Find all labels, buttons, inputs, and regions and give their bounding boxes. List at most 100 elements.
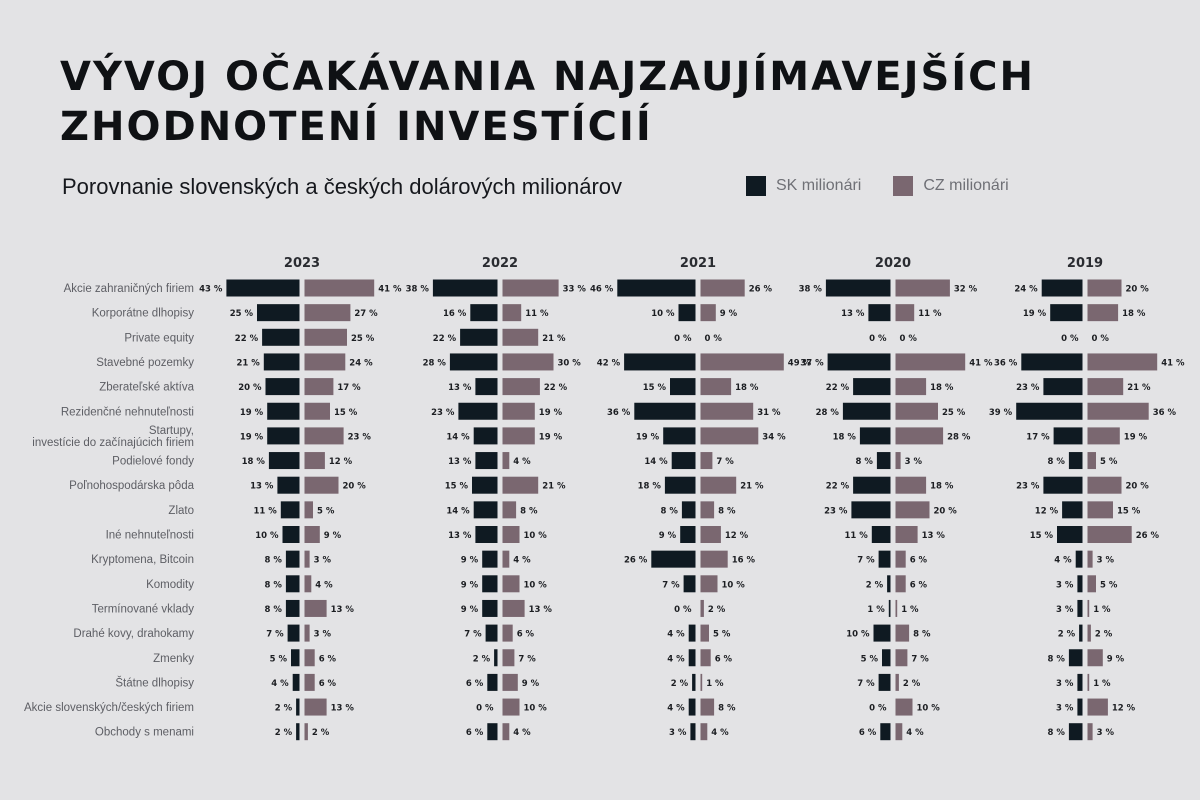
value-label-sk: 8 % <box>1048 654 1066 664</box>
legend-label-sk: SK milionári <box>776 177 862 194</box>
bar-cz-2022 <box>502 673 518 691</box>
bar-sk-2021 <box>634 402 696 420</box>
value-label-sk: 0 % <box>674 605 692 615</box>
bar-cz-2022 <box>502 328 539 346</box>
bar-sk-2022 <box>472 476 498 494</box>
value-label-sk: 7 % <box>857 679 875 689</box>
value-label-sk: 28 % <box>423 358 447 368</box>
bar-sk-2019 <box>1077 599 1083 617</box>
value-label-cz: 21 % <box>1127 383 1151 393</box>
bar-sk-2019 <box>1057 526 1083 543</box>
value-label-sk: 10 % <box>846 630 870 640</box>
bar-sk-2022 <box>482 550 498 568</box>
value-label-cz: 25 % <box>351 334 375 344</box>
year-label-2020: 2020 <box>875 256 911 271</box>
bar-cz-2021 <box>700 526 721 543</box>
bar-sk-2022 <box>470 304 498 322</box>
value-label-sk: 9 % <box>659 531 677 541</box>
value-label-cz: 1 % <box>1093 605 1111 615</box>
bar-cz-2021 <box>700 550 728 568</box>
bar-sk-2019 <box>1043 378 1083 396</box>
bar-cz-2019 <box>1087 575 1096 593</box>
value-label-cz: 23 % <box>348 432 372 442</box>
bar-sk-2020 <box>880 723 891 741</box>
value-label-cz: 26 % <box>1136 531 1160 541</box>
bar-cz-2021 <box>700 723 708 741</box>
category-label: Poľnohospodárska pôda <box>69 480 194 492</box>
value-label-sk: 43 % <box>199 285 223 295</box>
value-label-sk: 37 % <box>800 358 824 368</box>
bar-sk-2019 <box>1021 353 1083 371</box>
value-label-cz: 5 % <box>317 506 335 516</box>
value-label-cz: 10 % <box>524 704 548 714</box>
bar-sk-2021 <box>671 452 696 470</box>
value-label-sk: 14 % <box>446 432 470 442</box>
bar-cz-2019 <box>1087 452 1096 470</box>
bar-sk-2022 <box>485 624 498 642</box>
bar-sk-2019 <box>1053 427 1083 445</box>
bar-cz-2019 <box>1087 698 1108 716</box>
bar-sk-2020 <box>878 550 891 568</box>
bar-cz-2020 <box>895 723 903 741</box>
value-label-cz: 25 % <box>942 408 966 418</box>
bar-cz-2022 <box>502 402 535 420</box>
bar-sk-2019 <box>1079 624 1083 642</box>
value-label-sk: 38 % <box>406 285 430 295</box>
value-label-sk: 22 % <box>826 482 850 492</box>
value-label-cz: 7 % <box>518 654 536 664</box>
value-label-cz: 12 % <box>725 531 749 541</box>
bar-sk-2019 <box>1062 501 1083 519</box>
bar-cz-2023 <box>304 328 347 346</box>
bar-cz-2021 <box>700 427 759 445</box>
bar-cz-2022 <box>502 599 525 617</box>
value-label-sk: 22 % <box>235 334 259 344</box>
value-label-cz: 20 % <box>1126 482 1150 492</box>
category-label: Termínované vklady <box>92 603 195 615</box>
bar-sk-2020 <box>882 649 891 667</box>
bar-cz-2023 <box>304 304 351 322</box>
value-label-cz: 15 % <box>334 408 358 418</box>
year-label-2021: 2021 <box>680 256 716 271</box>
value-label-sk: 13 % <box>448 531 472 541</box>
bar-sk-2021 <box>688 624 696 642</box>
value-label-cz: 20 % <box>343 482 367 492</box>
value-label-cz: 10 % <box>722 580 746 590</box>
value-label-sk: 9 % <box>461 580 479 590</box>
value-label-sk: 16 % <box>443 309 467 319</box>
bar-sk-2023 <box>296 698 300 716</box>
value-label-cz: 32 % <box>954 285 978 295</box>
bar-cz-2019 <box>1087 526 1132 543</box>
value-label-sk: 12 % <box>1035 506 1059 516</box>
bar-sk-2023 <box>277 476 300 494</box>
category-label: Obchody s menami <box>95 727 194 739</box>
bar-cz-2022 <box>502 452 510 470</box>
value-label-cz: 7 % <box>716 457 734 467</box>
value-label-cz: 34 % <box>762 432 786 442</box>
bar-sk-2020 <box>853 476 891 494</box>
value-label-sk: 36 % <box>994 358 1018 368</box>
value-label-cz: 9 % <box>1107 654 1125 664</box>
value-label-cz: 11 % <box>918 309 942 319</box>
value-label-cz: 13 % <box>922 531 946 541</box>
value-label-sk: 39 % <box>989 408 1013 418</box>
bar-cz-2023 <box>304 575 312 593</box>
bar-cz-2020 <box>895 501 930 519</box>
bar-cz-2022 <box>502 550 510 568</box>
bar-sk-2020 <box>888 599 891 617</box>
value-label-cz: 3 % <box>1097 728 1115 738</box>
value-label-cz: 6 % <box>715 654 733 664</box>
value-label-cz: 5 % <box>1100 457 1118 467</box>
chart-subtitle: Porovnanie slovenských a českých dolárov… <box>62 174 623 199</box>
bar-sk-2019 <box>1016 402 1083 420</box>
bar-cz-2019 <box>1087 476 1122 494</box>
category-label: Komodity <box>146 579 194 591</box>
value-label-sk: 3 % <box>1056 605 1074 615</box>
bar-cz-2022 <box>502 624 513 642</box>
value-label-cz: 49 % <box>788 358 812 368</box>
value-label-cz: 21 % <box>740 482 764 492</box>
value-label-sk: 19 % <box>1023 309 1047 319</box>
bar-cz-2020 <box>895 550 906 568</box>
bar-sk-2020 <box>876 452 891 470</box>
value-label-sk: 2 % <box>866 580 884 590</box>
value-label-sk: 25 % <box>230 309 254 319</box>
